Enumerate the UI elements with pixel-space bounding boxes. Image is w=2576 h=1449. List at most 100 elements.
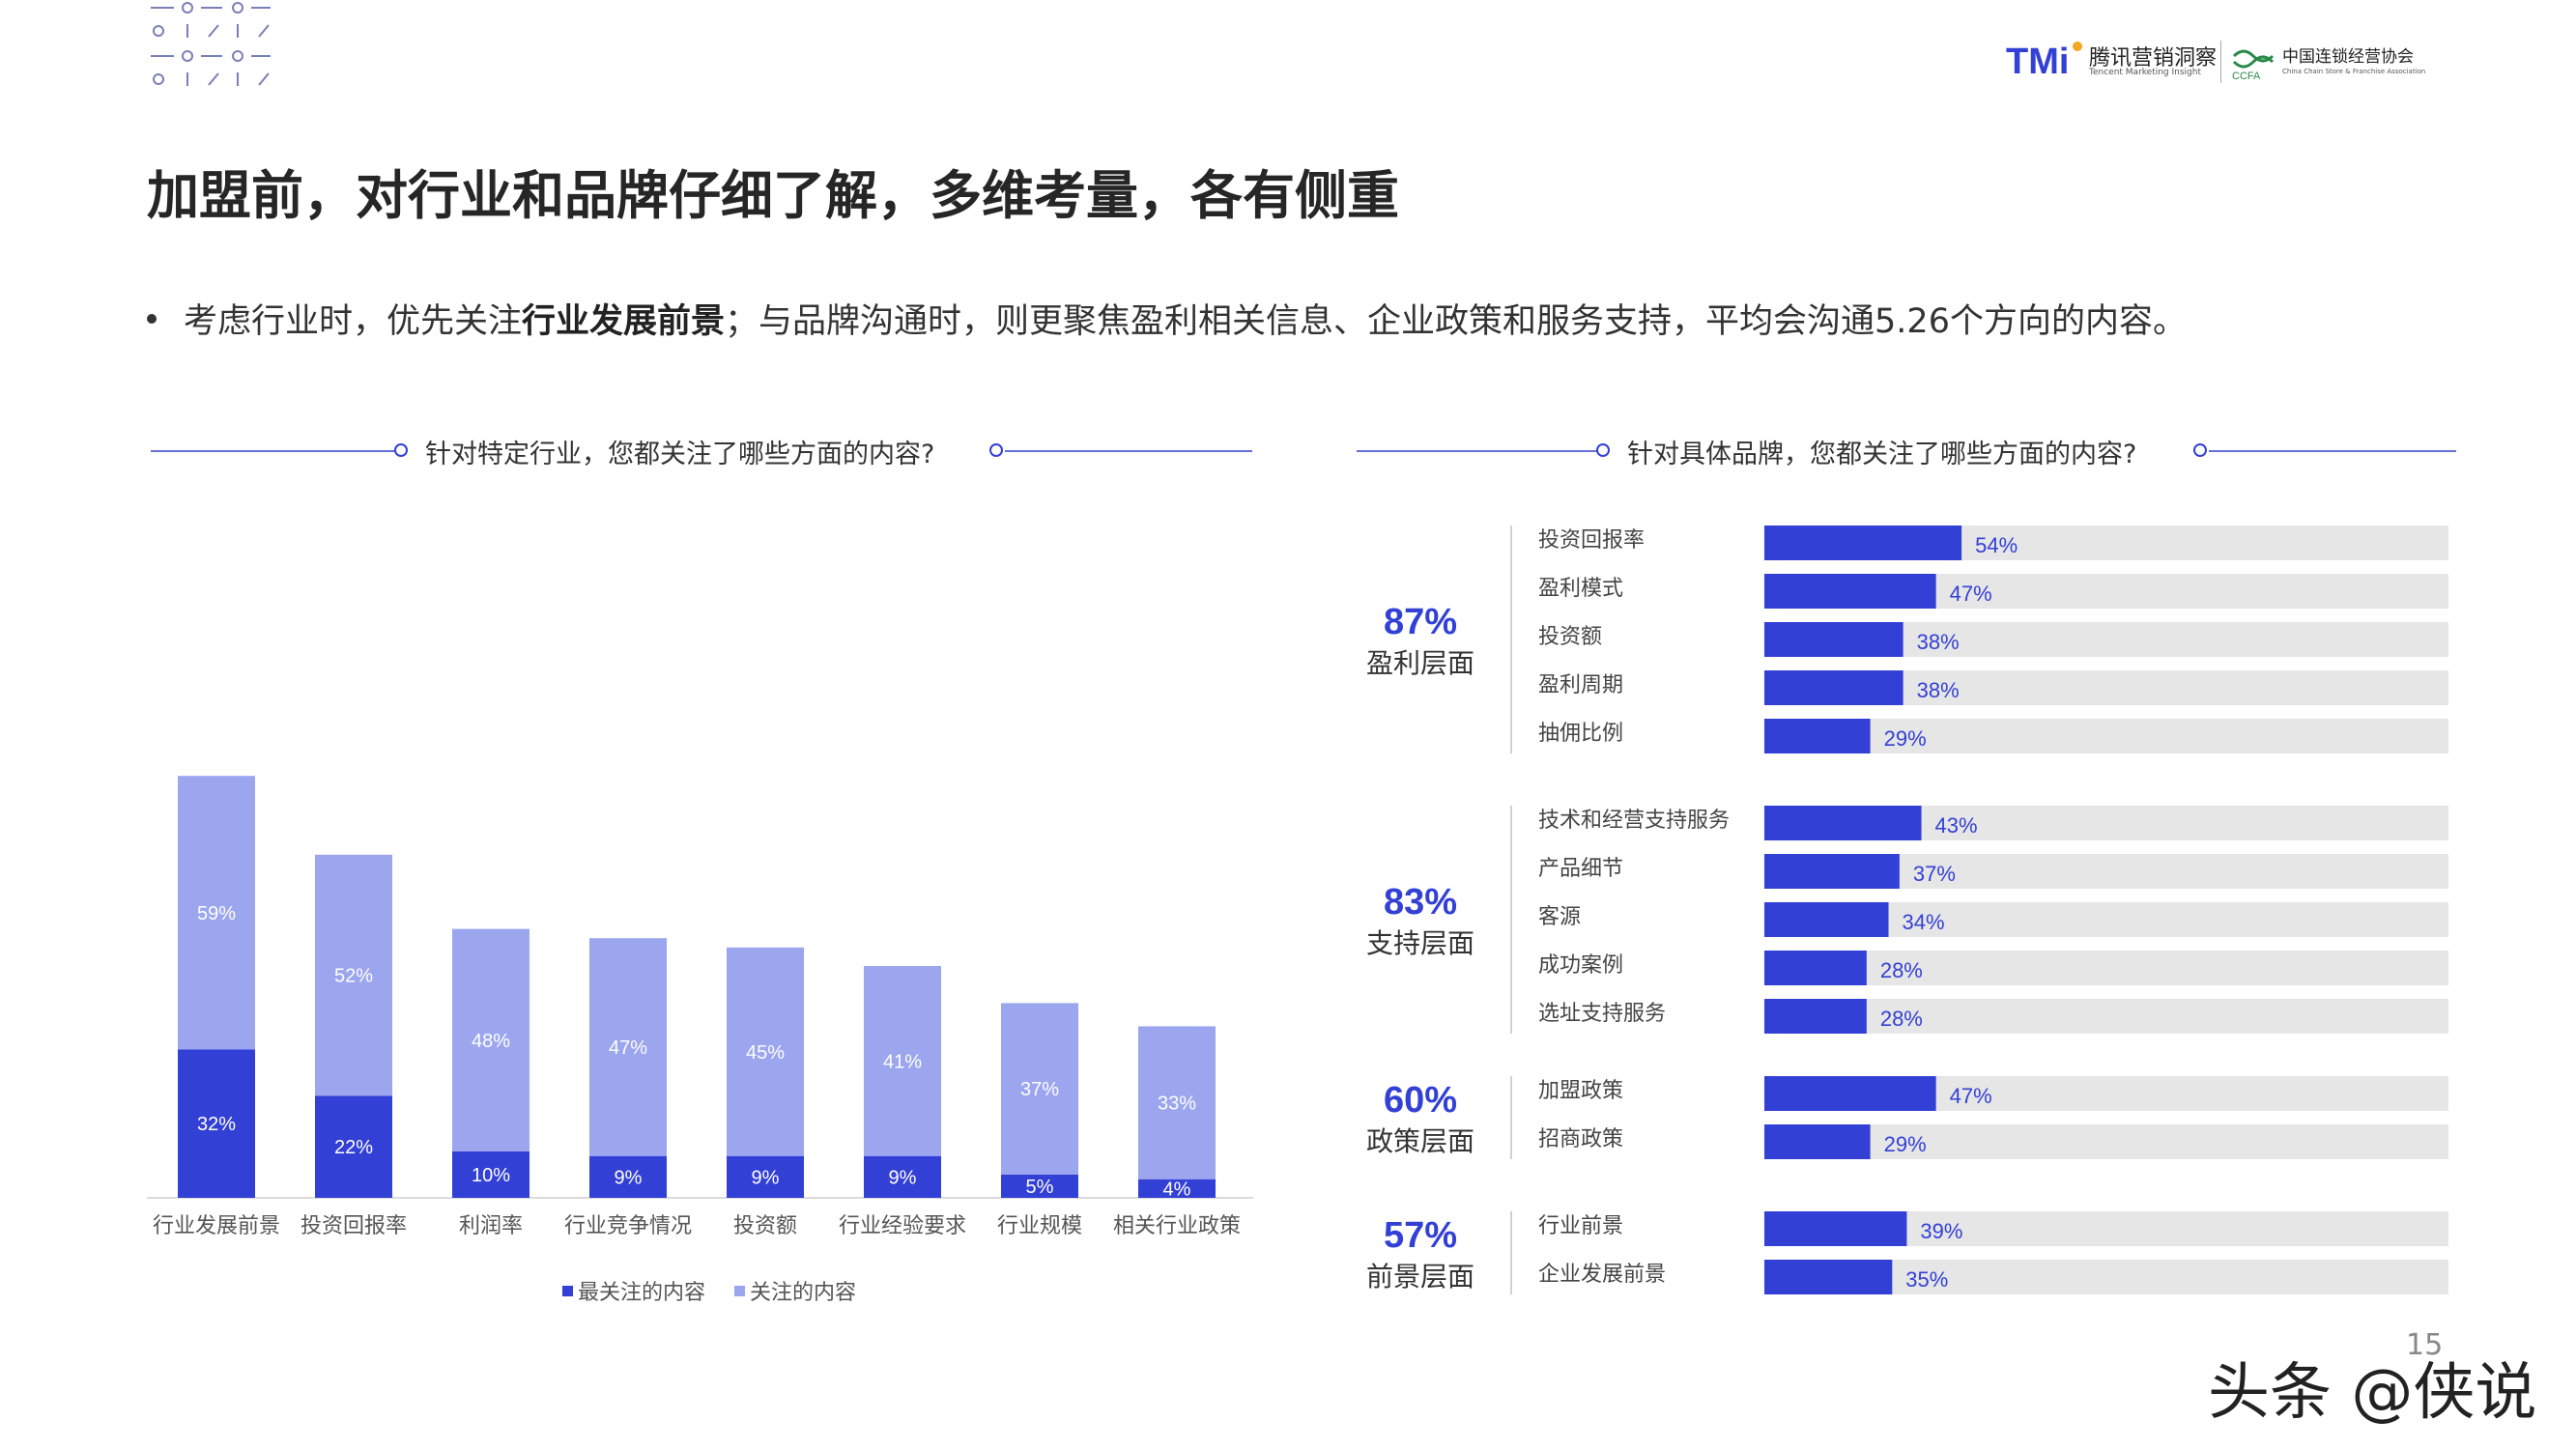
row-label: 盈利周期 (1538, 673, 1623, 697)
row-label: 招商政策 (1538, 1127, 1623, 1151)
data-label: 5% (1026, 1177, 1054, 1198)
bar (1764, 719, 1871, 753)
data-label: 28% (1880, 1007, 1923, 1031)
bar-segment-most-concerned (864, 1155, 941, 1198)
data-label: 4% (1163, 1179, 1191, 1200)
bar (1764, 526, 1962, 560)
row-label: 选址支持服务 (1538, 1002, 1666, 1026)
corner-decoration (151, 2, 271, 86)
bar (1764, 1211, 1907, 1246)
tmi-logo-icon: TMi (2006, 42, 2082, 79)
row-label: 客源 (1538, 905, 1581, 929)
svg-text:TMi: TMi (2006, 42, 2069, 79)
row-label: 投资额 (1538, 625, 1602, 649)
bar (1764, 1076, 1936, 1111)
bar-segment-most-concerned (178, 1049, 255, 1198)
data-label: 47% (609, 1037, 647, 1059)
bar-track (1764, 1124, 2448, 1159)
left-chart-title: 针对特定行业，您都关注了哪些方面的内容? (425, 440, 935, 469)
x-tick-label: 行业竞争情况 (564, 1214, 692, 1238)
bullet-dot (147, 314, 157, 324)
bullet-text-2: ；与品牌沟通时，则更聚焦盈利相关信息、企业政策和服务支持，平均会沟通5.26个方… (725, 302, 2187, 341)
data-label: 43% (1935, 813, 1978, 838)
row-label: 行业前景 (1538, 1214, 1623, 1238)
page-title: 加盟前，对行业和品牌仔细了解，多维考量，各有侧重 (147, 165, 1399, 226)
legend-label: 关注的内容 (750, 1281, 856, 1305)
data-label: 9% (615, 1167, 643, 1188)
data-label: 37% (1020, 1079, 1059, 1100)
data-label: 33% (1158, 1094, 1196, 1115)
data-label: 47% (1950, 582, 1992, 606)
data-label: 41% (883, 1051, 922, 1072)
data-label: 39% (1920, 1219, 1962, 1243)
data-label: 29% (1884, 1132, 1927, 1156)
group-percentage: 87% (1384, 602, 1457, 642)
group-label: 政策层面 (1366, 1125, 1474, 1157)
bar-segment-concerned (452, 928, 530, 1151)
summary-bullet: 考虑行业时，优先关注行业发展前景；与品牌沟通时，则更聚焦盈利相关信息、企业政策和… (147, 294, 2187, 343)
data-label: 47% (1950, 1084, 1992, 1108)
bar (1764, 574, 1936, 609)
x-tick-label: 行业发展前景 (153, 1214, 280, 1238)
bullet-text-bold: 行业发展前景 (522, 302, 726, 341)
data-label: 22% (334, 1137, 373, 1158)
bar-segment-most-concerned (452, 1151, 530, 1198)
right-chart-title: 针对具体品牌，您都关注了哪些方面的内容? (1627, 440, 2137, 469)
group-percentage: 60% (1384, 1080, 1457, 1121)
tmi-name-en: Tencent Marketing Insight (2089, 68, 2201, 77)
left-title-ring-right (989, 443, 1003, 457)
data-label: 10% (472, 1165, 510, 1186)
bar (1764, 854, 1900, 889)
bullet-text-1: 考虑行业时，优先关注 (184, 302, 523, 341)
bar-segment-most-concerned (589, 1155, 667, 1198)
group-percentage: 83% (1384, 882, 1457, 923)
bar-segment-concerned (1001, 1003, 1078, 1175)
left-title-ring-left (394, 443, 408, 457)
bar (1764, 670, 1903, 705)
x-tick-label: 行业经验要求 (839, 1214, 966, 1238)
group-label: 前景层面 (1366, 1261, 1474, 1293)
group-percentage: 57% (1384, 1215, 1457, 1256)
group-label: 支持层面 (1366, 927, 1474, 959)
bar (1764, 999, 1867, 1034)
bar-segment-concerned (589, 938, 667, 1156)
bar-segment-concerned (178, 776, 255, 1050)
logo-divider (2220, 41, 2221, 83)
data-label: 28% (1880, 958, 1923, 982)
right-title-ring-left (1596, 443, 1610, 457)
bar-track (1764, 999, 2448, 1034)
bar (1764, 1260, 1893, 1294)
data-label: 48% (472, 1031, 510, 1052)
page-number: 15 (2406, 1328, 2444, 1362)
bar-track (1764, 951, 2448, 985)
row-label: 投资回报率 (1538, 528, 1645, 553)
bar-segment-most-concerned (727, 1155, 804, 1198)
x-tick-label: 投资回报率 (301, 1214, 407, 1238)
ccfa-name: 中国连锁经营协会 (2282, 47, 2414, 67)
data-label: 38% (1917, 630, 1960, 654)
row-label: 产品细节 (1538, 857, 1623, 881)
watermark: 头条 @侠说 (2208, 1357, 2537, 1429)
data-label: 9% (889, 1167, 917, 1188)
x-tick-label: 行业规模 (997, 1214, 1082, 1238)
right-title-line-left (1357, 450, 1600, 452)
bar (1764, 902, 1889, 937)
row-label: 盈利模式 (1538, 577, 1623, 601)
data-label: 45% (746, 1042, 785, 1064)
legend-label: 最关注的内容 (578, 1281, 705, 1305)
right-title-line-right (2209, 450, 2456, 452)
bar-segment-most-concerned (1138, 1179, 1216, 1198)
row-label: 加盟政策 (1538, 1079, 1623, 1103)
brand-horizontal-bar-chart: 87% 盈利层面 投资回报率 54% 盈利模式 47% 投资额 38% 盈利周期 38% 抽佣比例 2… (1366, 526, 2448, 1294)
left-title-line-right (1005, 450, 1252, 452)
x-tick-label: 利润率 (459, 1214, 523, 1238)
svg-text:CCFA: CCFA (2232, 71, 2261, 81)
data-label: 38% (1917, 678, 1960, 702)
data-label: 32% (197, 1114, 236, 1135)
x-tick-label: 投资额 (733, 1214, 797, 1238)
data-label: 37% (1913, 862, 1956, 886)
data-label: 9% (752, 1167, 780, 1188)
legend-swatch-most-concerned (562, 1286, 573, 1296)
bar-segment-concerned (1138, 1026, 1216, 1179)
bar-segment-most-concerned (315, 1095, 392, 1198)
